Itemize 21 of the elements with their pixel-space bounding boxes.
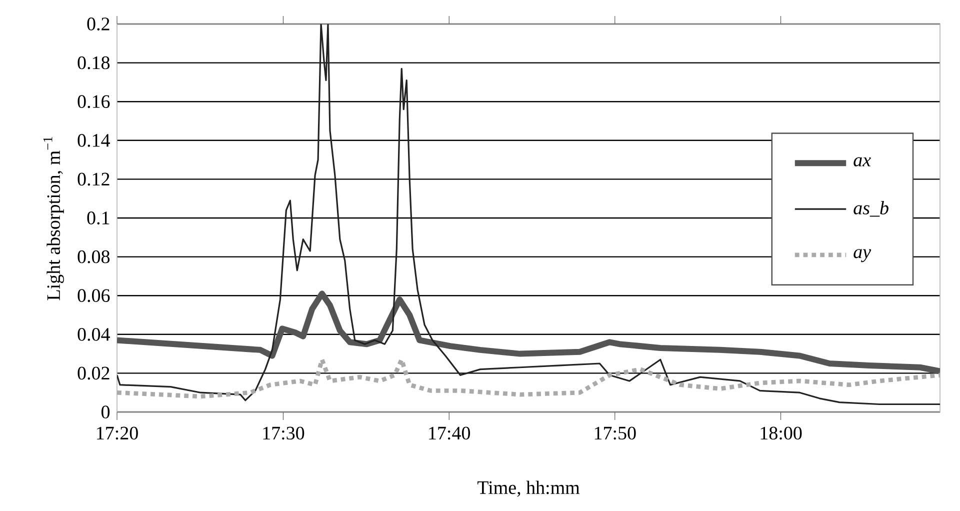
x-tick-label: 17:20	[97, 426, 138, 440]
x-axis-title: Time, hh:mm	[477, 480, 580, 497]
y-tick-label: 0.18	[78, 56, 110, 70]
legend-label: ax	[854, 157, 871, 166]
y-tick-label: 0.12	[78, 172, 110, 186]
y-tick-label: 0.04	[78, 328, 110, 341]
y-tick-label: 0.14	[78, 134, 110, 147]
x-tick-label: 17:30	[263, 426, 304, 440]
x-tick-label: 18:00	[760, 426, 802, 440]
y-tick-label: 0	[101, 406, 110, 418]
y-tick-label: 0.2	[87, 18, 110, 30]
legend-label: as_b	[854, 201, 888, 217]
legend-label: ay	[854, 249, 872, 262]
x-tick-label: 17:40	[429, 426, 470, 440]
y-axis-title: Light absorption, m$^{−1}$	[43, 137, 64, 300]
y-tick-label: 0.08	[78, 250, 110, 264]
y-tick-label: 0.1	[87, 212, 110, 224]
y-tick-label: 0.16	[78, 95, 110, 108]
y-tick-label: 0.02	[78, 366, 110, 380]
y-tick-label: 0.06	[78, 289, 110, 302]
x-tick-label: 17:50	[594, 426, 636, 440]
